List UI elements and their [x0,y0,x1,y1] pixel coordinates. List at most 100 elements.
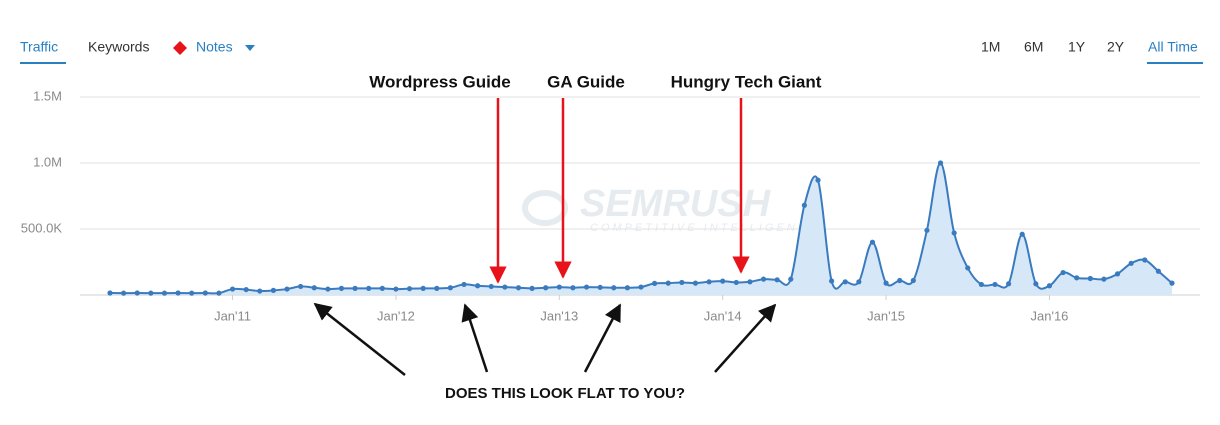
point [638,284,644,290]
point [134,290,140,296]
x-tick-label: Jan'12 [377,308,415,323]
watermark-logo [522,190,568,226]
point [1101,276,1107,282]
point [189,290,195,296]
point [1128,260,1134,266]
point [652,280,658,286]
point [229,286,236,292]
point [1033,281,1039,287]
point [175,290,181,296]
point [311,285,317,291]
point [733,279,739,286]
point [829,278,835,284]
point [270,287,276,293]
point [366,285,372,291]
point [1060,269,1066,276]
point [978,281,984,288]
point [924,227,930,233]
annotations: Wordpress Guide GA Guide Hungry Tech Gia… [313,72,822,402]
point [570,285,576,291]
range-button[interactable]: 1Y [1068,39,1086,55]
annotation: GA Guide [547,72,625,91]
range-button[interactable]: 1M [981,39,1000,55]
point [556,284,562,290]
point [583,284,590,290]
annotation-arrow [714,303,777,373]
watermark: SEMRUSH COMPETITIVE INTELLIGENCE [522,183,816,234]
point [216,290,222,296]
x-tick-label: Jan'13 [540,308,578,323]
point [107,290,113,296]
notes-icon [173,41,187,55]
plot: 500.0K 1.0M 1.5M Jan'11 Jan'12 Jan'13 Jan'14 Ja… [21,88,1200,323]
point [406,286,413,292]
point [420,285,426,291]
y-tick-label: 500.0K [21,220,63,235]
tab[interactable]: Notes [196,39,233,55]
point [760,276,767,282]
point [883,280,889,286]
annotation-arrow [461,303,489,373]
point [692,280,699,286]
point [1019,231,1025,237]
x-tick-label: Jan'14 [704,308,742,323]
point [434,285,440,291]
point [475,283,481,289]
point [488,283,494,290]
point [298,283,304,290]
point [992,281,998,288]
point [379,285,385,291]
point [788,276,794,282]
point [856,279,862,285]
point [774,277,780,283]
point [897,277,903,284]
point [502,284,508,290]
annotation: Hungry Tech Giant [671,72,822,91]
point [529,285,535,291]
point [910,277,916,284]
point [597,284,603,290]
x-tick-label: Jan'15 [867,308,905,323]
annotation-arrow [583,303,622,373]
range-button[interactable]: 2Y [1107,39,1125,55]
point [951,230,957,236]
point [937,160,944,166]
range-button[interactable]: All Time [1148,39,1198,55]
point [1087,275,1093,282]
point [1155,268,1161,274]
point [1114,271,1121,277]
point [665,280,671,286]
tab[interactable]: Traffic [20,39,58,55]
annotation-arrow [313,302,406,376]
point [461,281,467,288]
point [257,288,263,294]
point [747,279,753,285]
tab[interactable]: Keywords [88,39,149,55]
point [624,285,630,291]
point [393,286,399,292]
point [815,177,821,183]
range-button[interactable]: 6M [1024,39,1043,55]
point [1142,257,1148,263]
watermark-text: SEMRUSH [580,183,772,225]
point [161,290,168,296]
point [148,290,154,296]
point [1074,275,1080,281]
dropdown-caret[interactable] [245,45,255,51]
point [720,278,726,284]
point [325,286,331,292]
point [1169,280,1175,286]
point [284,286,290,292]
x-tick-label: Jan'16 [1031,308,1069,323]
point [121,290,127,296]
point [965,265,971,271]
point [515,285,522,291]
point [352,285,358,291]
point [243,286,249,293]
y-tick-label: 1.5M [33,88,62,103]
area [110,162,1172,295]
point [543,285,549,291]
x-tick-label: Jan'11 [214,308,251,323]
point [202,290,208,296]
